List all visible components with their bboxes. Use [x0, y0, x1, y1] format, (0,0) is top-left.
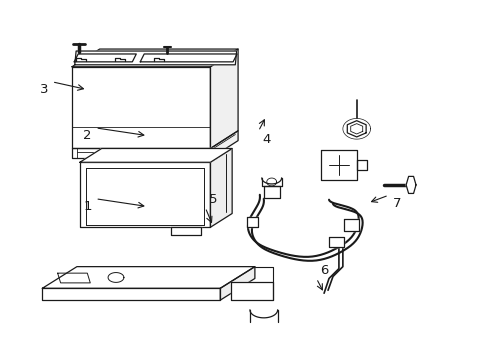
Polygon shape	[42, 267, 254, 288]
Polygon shape	[343, 219, 358, 231]
Polygon shape	[72, 148, 210, 158]
Polygon shape	[75, 51, 236, 65]
Polygon shape	[406, 176, 415, 193]
Polygon shape	[80, 148, 232, 162]
Polygon shape	[72, 67, 210, 148]
Text: 6: 6	[320, 264, 328, 277]
Polygon shape	[263, 186, 279, 198]
Polygon shape	[321, 150, 356, 180]
Text: 5: 5	[208, 193, 217, 206]
Polygon shape	[230, 282, 272, 300]
Polygon shape	[356, 160, 366, 170]
Text: 1: 1	[83, 200, 91, 213]
Polygon shape	[220, 267, 254, 300]
Polygon shape	[42, 288, 220, 300]
Polygon shape	[210, 131, 238, 158]
Text: 2: 2	[83, 129, 91, 142]
Text: 4: 4	[262, 133, 270, 146]
Polygon shape	[210, 148, 232, 227]
Polygon shape	[246, 217, 257, 227]
Polygon shape	[328, 237, 343, 247]
Polygon shape	[80, 162, 210, 227]
Polygon shape	[210, 49, 238, 148]
Text: 7: 7	[392, 197, 400, 210]
Polygon shape	[72, 49, 238, 67]
Polygon shape	[170, 227, 200, 235]
Text: 3: 3	[40, 83, 48, 96]
Polygon shape	[346, 121, 366, 137]
